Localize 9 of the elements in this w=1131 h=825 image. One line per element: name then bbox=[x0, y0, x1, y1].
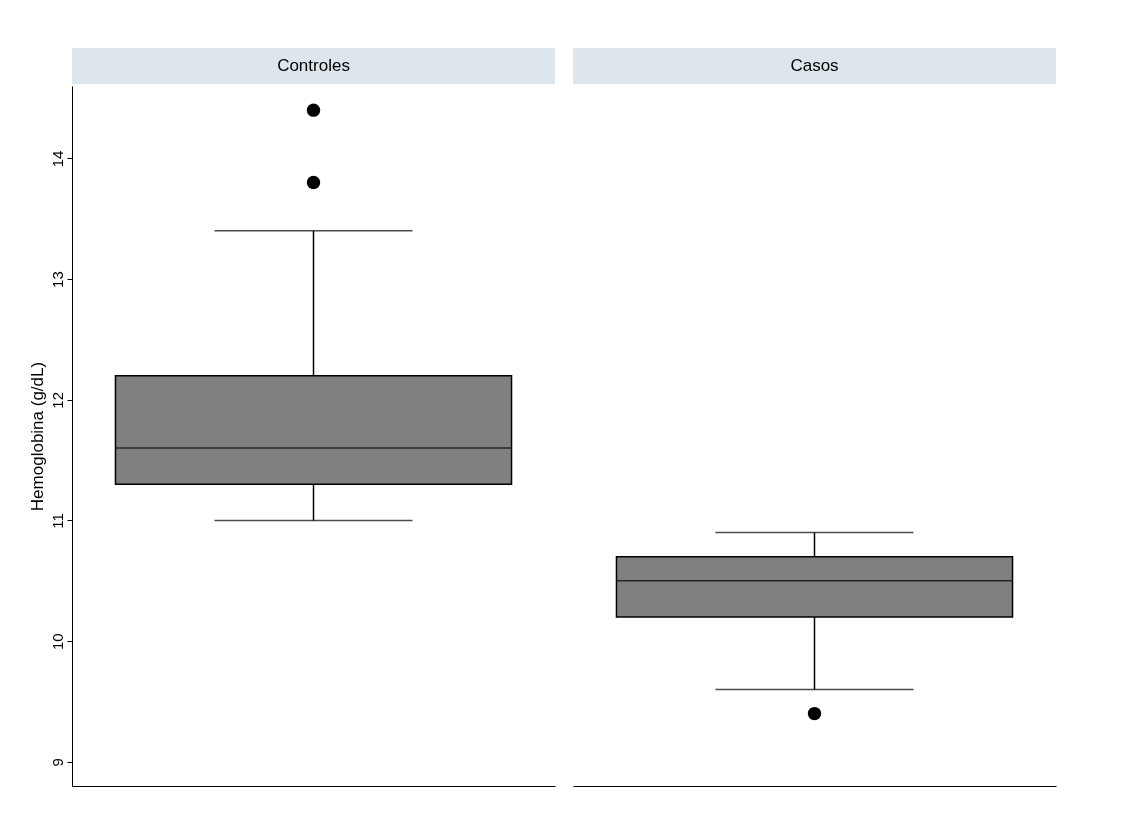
x-tick-label: Controles bbox=[277, 56, 350, 75]
y-tick-label: 12 bbox=[48, 391, 66, 409]
y-tick-label: 13 bbox=[48, 271, 66, 288]
y-axis-title: Hemoglobina (g/dL) bbox=[27, 361, 47, 512]
y-tick-label: 10 bbox=[48, 633, 66, 651]
y-tick-label: 9 bbox=[48, 758, 66, 767]
x-tick-label: Casos bbox=[790, 56, 839, 75]
y-tick-label: 14 bbox=[48, 150, 66, 168]
y-tick-label: 11 bbox=[48, 513, 66, 529]
